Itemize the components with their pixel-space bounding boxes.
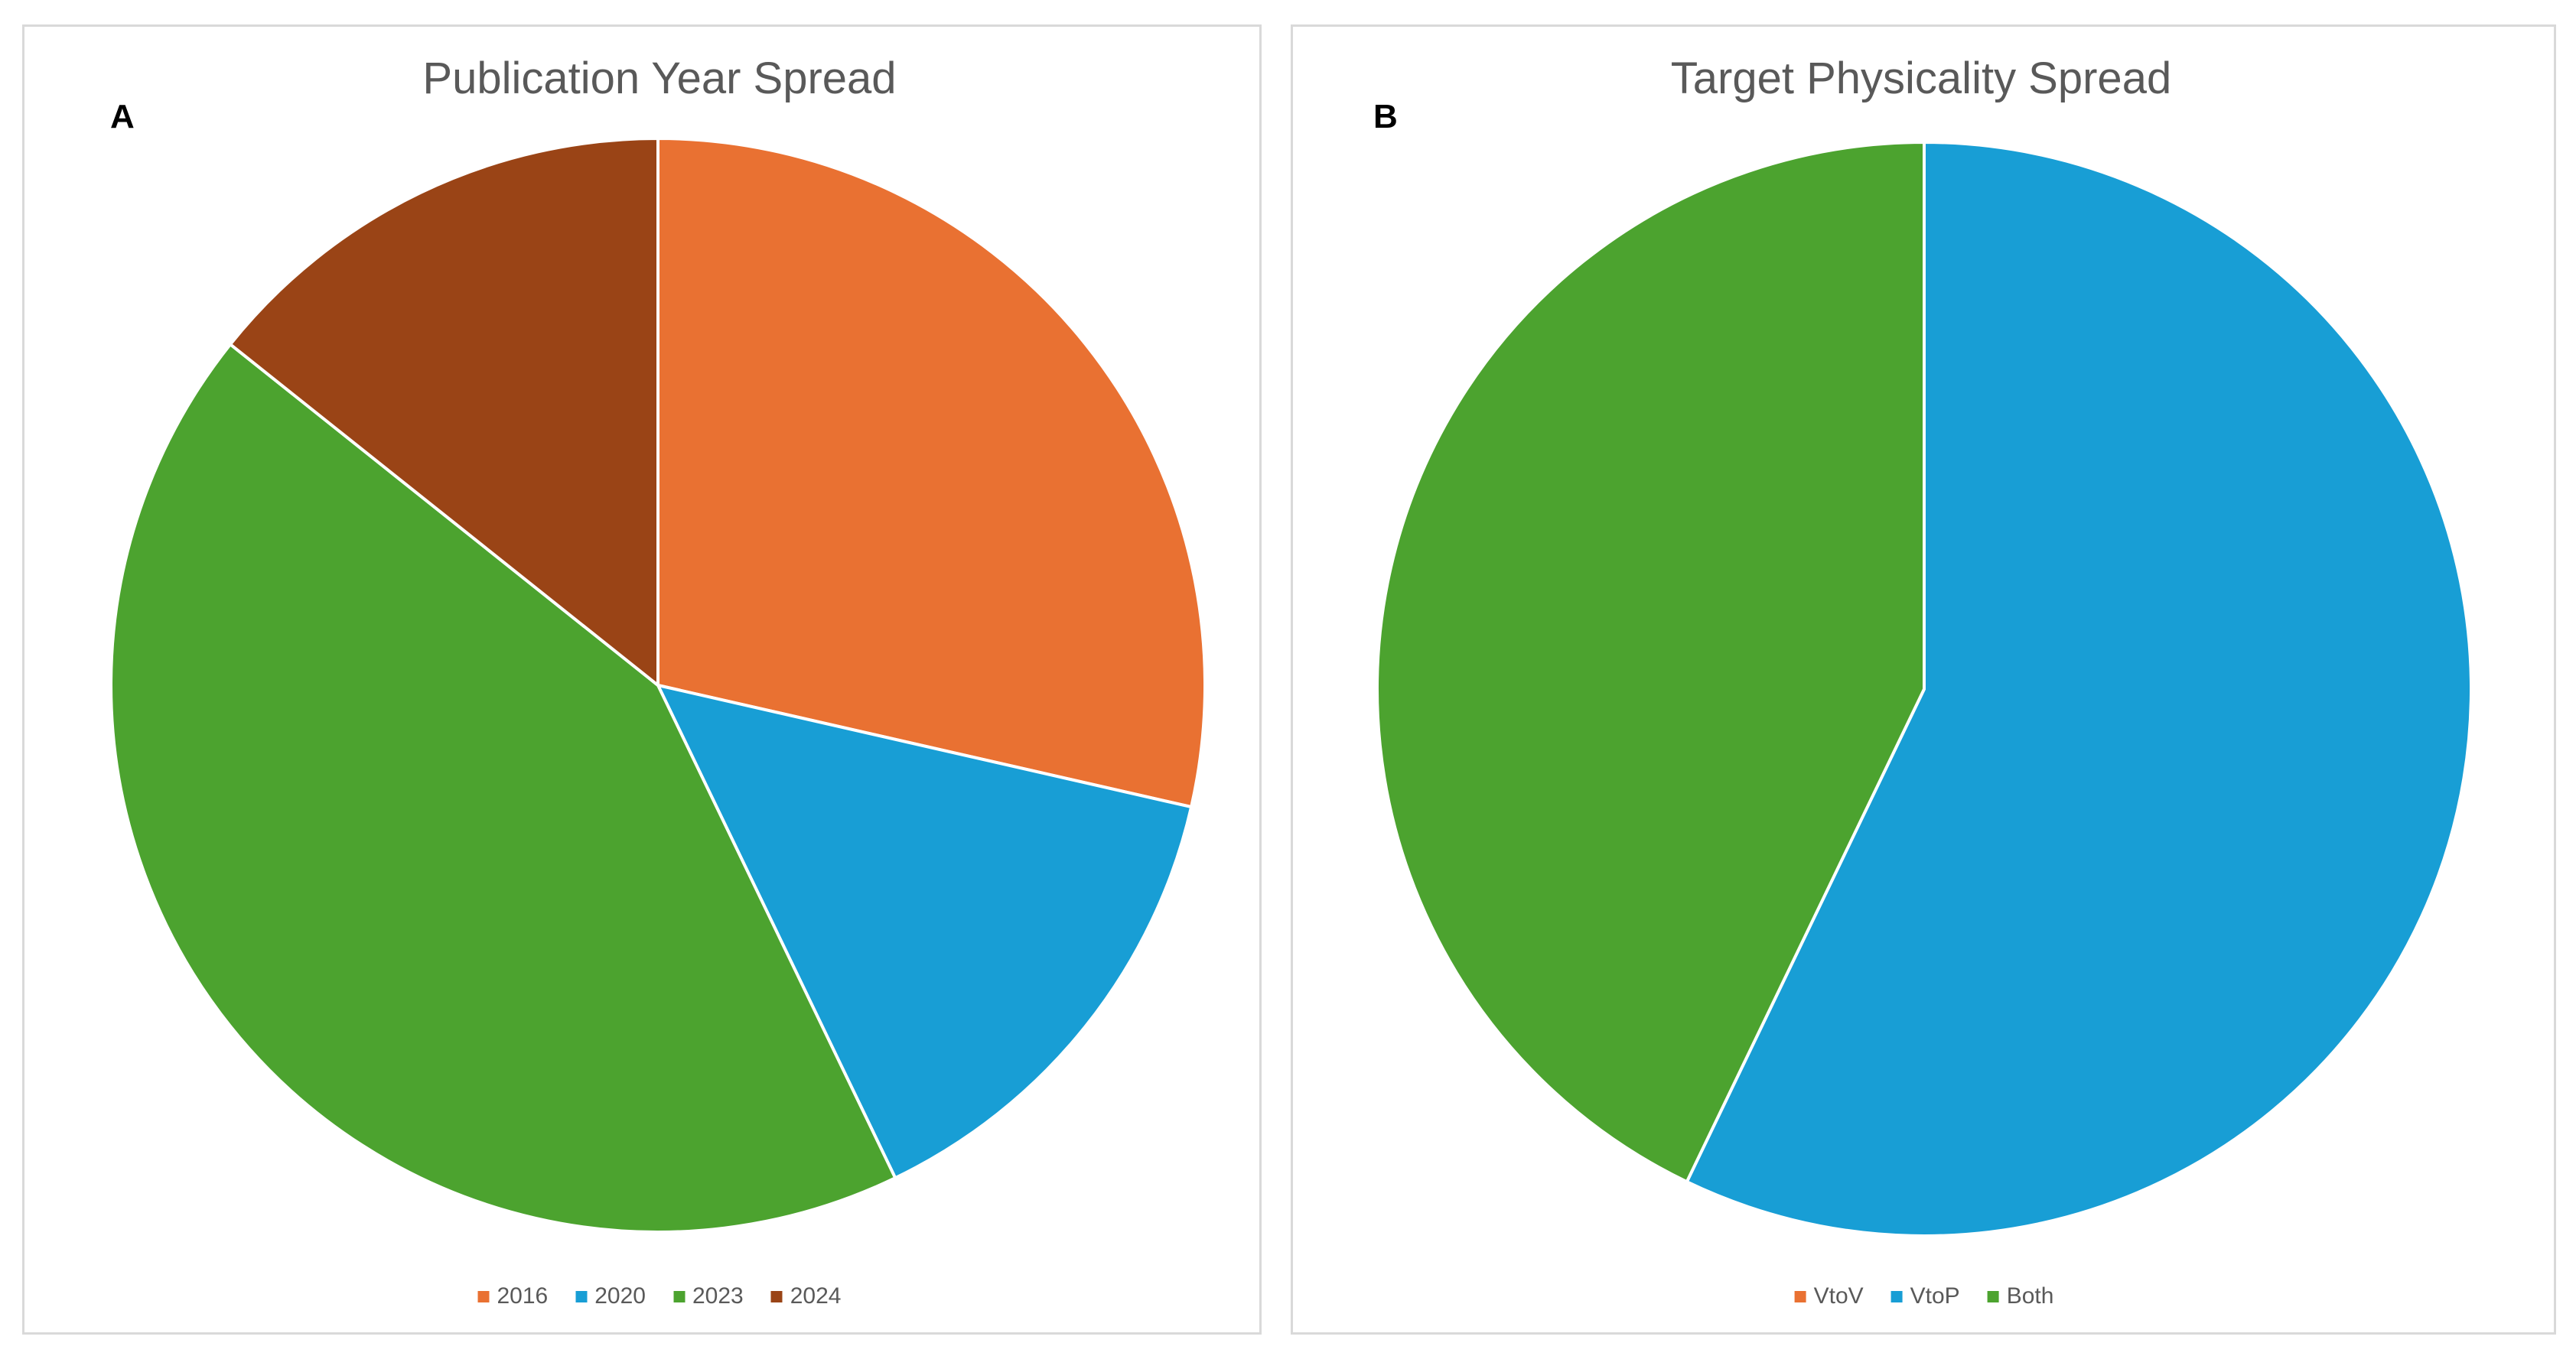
pie-chart-target-physicality (1376, 141, 2473, 1237)
legend-publication-year: 2016 2020 2023 2024 (477, 1283, 842, 1309)
pie-slice-2016 (656, 137, 1207, 809)
legend-label-both: Both (2006, 1283, 2054, 1309)
legend-swatch-both (1987, 1290, 1999, 1302)
pie-slice-2023 (109, 343, 897, 1234)
legend-label-2016: 2016 (497, 1283, 549, 1309)
legend-swatch-2016 (477, 1290, 490, 1302)
legend-swatch-2020 (575, 1290, 588, 1302)
legend-item-vtov: VtoV (1794, 1283, 1864, 1309)
panel-a: A Publication Year Spread 2016 2020 2023… (22, 24, 1262, 1335)
legend-item-2024: 2024 (770, 1283, 842, 1309)
legend-label-2023: 2023 (692, 1283, 744, 1309)
pie-slice-both (1376, 141, 1926, 1184)
legend-item-2023: 2023 (673, 1285, 744, 1308)
panel-b: B Target Physicality Spread VtoV VtoP Bo… (1291, 24, 2556, 1335)
panel-label-b: B (1373, 98, 1398, 135)
panel-label-a: A (110, 98, 135, 135)
legend-swatch-2024 (770, 1290, 783, 1302)
chart-title-publication-year: Publication Year Spread (422, 54, 897, 103)
legend-label-vtop: VtoP (1910, 1283, 1960, 1309)
chart-title-target-physicality: Target Physicality Spread (1670, 54, 2172, 103)
pie-chart-publication-year (109, 137, 1207, 1234)
legend-item-both: Both (1987, 1283, 2054, 1309)
legend-swatch-2023 (673, 1290, 685, 1302)
legend-swatch-vtov (1794, 1290, 1806, 1302)
legend-label-2024: 2024 (790, 1283, 842, 1309)
legend-item-2020: 2020 (575, 1285, 646, 1308)
legend-target-physicality: VtoV VtoP Both (1794, 1283, 2054, 1309)
legend-swatch-vtop (1890, 1290, 1903, 1302)
pie-slice-vtop (1685, 141, 2473, 1237)
pie-slice-2024 (229, 137, 659, 687)
legend-label-2020: 2020 (594, 1283, 646, 1309)
legend-item-2016: 2016 (477, 1283, 549, 1309)
pie-slice-2020 (656, 684, 1194, 1180)
legend-item-vtop: VtoP (1890, 1283, 1960, 1309)
legend-label-vtov: VtoV (1813, 1283, 1864, 1309)
